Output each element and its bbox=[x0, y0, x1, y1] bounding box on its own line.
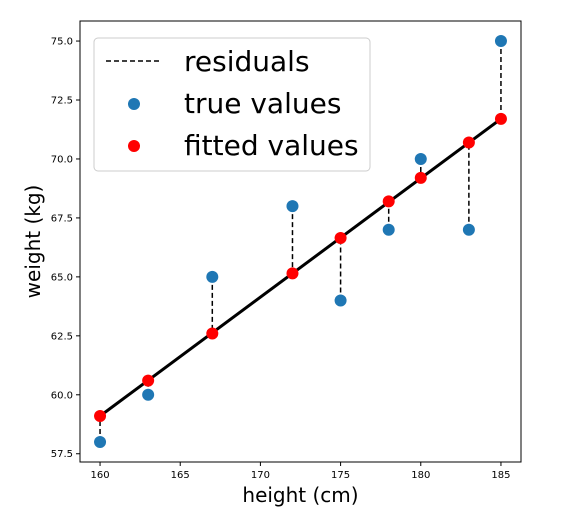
regression-line bbox=[99, 117, 502, 418]
y-tick-label: 75.0 bbox=[51, 37, 73, 48]
x-tick-label: 170 bbox=[251, 470, 270, 481]
legend-true-values-swatch bbox=[128, 98, 140, 110]
legend-fitted-values-swatch bbox=[128, 140, 140, 152]
x-tick-label: 160 bbox=[90, 470, 109, 481]
true-value-point bbox=[334, 294, 347, 307]
y-axis-label: weight (kg) bbox=[21, 185, 45, 299]
fitted-value-point bbox=[494, 112, 507, 125]
x-tick-label: 185 bbox=[491, 470, 510, 481]
y-tick-label: 60.0 bbox=[51, 390, 73, 401]
true-value-point bbox=[462, 223, 475, 236]
fitted-value-point bbox=[334, 231, 347, 244]
plot-frame bbox=[79, 20, 522, 463]
y-tick-label: 62.5 bbox=[51, 331, 73, 342]
fitted-value-point bbox=[286, 267, 299, 280]
true-value-point bbox=[94, 435, 107, 448]
fitted-value-point bbox=[206, 327, 219, 340]
fitted-value-point bbox=[94, 410, 107, 423]
true-value-point bbox=[142, 388, 155, 401]
true-value-point bbox=[494, 35, 507, 48]
legend-true-values-label: true values bbox=[184, 87, 341, 120]
y-tick-label: 65.0 bbox=[51, 272, 73, 283]
legend: residuals true values fitted values bbox=[93, 37, 371, 172]
x-axis-label: height (cm) bbox=[242, 483, 358, 507]
legend-frame bbox=[93, 37, 371, 172]
legend-fitted-values-label: fitted values bbox=[184, 129, 359, 162]
y-tick-label: 57.5 bbox=[51, 449, 73, 460]
fitted-value-point bbox=[142, 374, 155, 387]
fitted-value-point bbox=[382, 195, 395, 208]
x-tick-label: 165 bbox=[171, 470, 190, 481]
true-value-point bbox=[382, 223, 395, 236]
x-tick-label: 175 bbox=[331, 470, 350, 481]
y-tick-label: 70.0 bbox=[51, 154, 73, 165]
fitted-value-point bbox=[462, 136, 475, 149]
y-tick-label: 72.5 bbox=[51, 96, 73, 107]
y-tick-label: 67.5 bbox=[51, 213, 73, 224]
fitted-value-point bbox=[414, 171, 427, 184]
x-tick-label: 180 bbox=[411, 470, 430, 481]
legend-residuals-label: residuals bbox=[184, 45, 310, 78]
true-value-point bbox=[286, 200, 299, 213]
true-value-point bbox=[206, 270, 219, 283]
true-value-point bbox=[414, 152, 427, 165]
